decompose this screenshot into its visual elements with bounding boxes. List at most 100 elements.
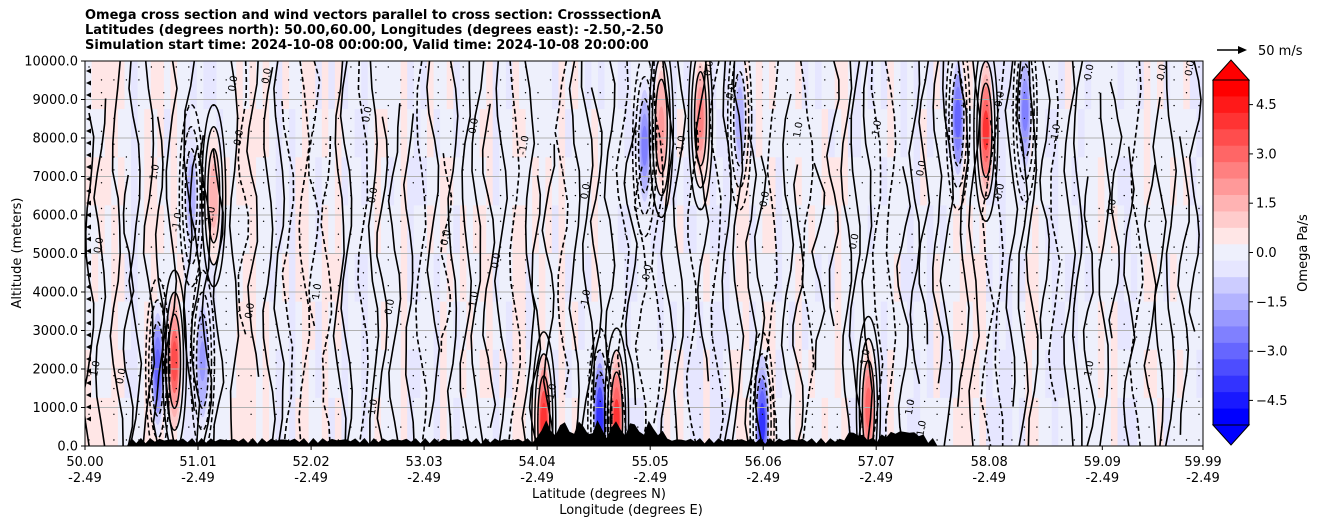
wind-vector: [923, 285, 926, 287]
omega-cell: [519, 61, 527, 111]
omega-cell: [98, 253, 106, 303]
wind-vector: [163, 104, 165, 107]
wind-vector: [275, 104, 277, 107]
omega-cell: [690, 61, 698, 111]
wind-vector: [649, 182, 651, 184]
omega-cell: [755, 253, 764, 303]
x-axis-label-latitude: Latitude (degrees N): [532, 487, 666, 502]
wind-vector: [225, 207, 227, 210]
omega-cell: [420, 205, 428, 255]
wind-vector: [262, 79, 265, 81]
omega-cell: [190, 397, 198, 446]
wind-vector: [375, 272, 377, 274]
contour-line: [1082, 176, 1096, 446]
wind-vector: [711, 220, 714, 222]
wind-vector: [923, 104, 926, 107]
omega-cell: [387, 109, 395, 159]
wind-vector: [923, 400, 926, 403]
omega-cell: [676, 397, 685, 446]
omega-cell: [479, 61, 487, 111]
wind-vector: [774, 375, 776, 377]
wind-vector: [1148, 66, 1150, 68]
x-tick-label-longitude: -2.49: [1186, 471, 1220, 486]
omega-cell: [91, 157, 99, 207]
wind-vector: [1086, 169, 1088, 171]
wind-vector: [425, 336, 427, 338]
omega-cell: [466, 157, 474, 207]
wind-vector: [1185, 439, 1188, 441]
omega-cell: [1091, 253, 1099, 303]
omega-cell: [433, 301, 441, 351]
wind-vector: [874, 104, 876, 107]
omega-cell: [828, 397, 836, 446]
wind-vector: [549, 285, 552, 287]
omega-cell: [1163, 349, 1171, 399]
omega-cell: [479, 205, 487, 255]
wind-vector: [238, 375, 240, 377]
wind-vector: [1123, 439, 1125, 441]
omega-cell: [400, 397, 409, 446]
wind-vector: [562, 246, 564, 248]
wind-vector: [1073, 156, 1076, 158]
wind-vector: [200, 285, 202, 287]
omega-cell: [367, 109, 376, 159]
wind-vector: [1086, 104, 1088, 107]
colorbar-tick-label: −1.5: [1256, 295, 1288, 310]
omega-cell: [1071, 349, 1079, 399]
wind-vector: [562, 194, 564, 197]
wind-vector: [400, 272, 402, 274]
wind-vector: [262, 297, 265, 300]
omega-cell: [598, 301, 606, 351]
wind-vector-arrow: [86, 284, 91, 290]
wind-vector: [662, 323, 664, 325]
wind-vector: [425, 156, 427, 158]
wind-vector: [998, 297, 1001, 300]
x-tick-label-longitude: -2.49: [407, 471, 441, 486]
wind-vector: [462, 169, 464, 171]
omega-cell: [663, 253, 672, 303]
omega-cell: [519, 253, 527, 303]
wind-vector: [537, 169, 539, 171]
wind-vector: [1185, 246, 1188, 248]
omega-cell: [361, 253, 369, 303]
omega-cell: [407, 157, 415, 207]
omega-cell: [775, 253, 783, 303]
wind-vector: [662, 130, 664, 132]
wind-vector: [786, 297, 789, 300]
omega-cell: [170, 253, 178, 303]
wind-vector: [200, 156, 202, 158]
wind-vector: [1173, 323, 1175, 325]
wind-vector: [512, 156, 514, 158]
omega-cell: [887, 253, 895, 303]
contour-loop: [755, 375, 769, 446]
contour-loop: [147, 299, 168, 439]
omega-cell: [565, 61, 573, 111]
wind-vector: [88, 66, 90, 68]
omega-cell: [117, 253, 126, 303]
omega-cell: [696, 205, 704, 255]
wind-vector: [524, 297, 527, 300]
wind-vector: [113, 130, 115, 132]
wind-vector: [1111, 143, 1113, 145]
colorbar-tick-label: 1.5: [1256, 197, 1277, 212]
wind-vector: [474, 285, 477, 287]
wind-vector: [973, 387, 976, 390]
omega-cell: [1038, 349, 1046, 399]
wind-vector: [450, 117, 452, 120]
wind-vector: [749, 387, 751, 390]
omega-cell: [795, 349, 803, 399]
omega-cell: [341, 61, 349, 111]
wind-vector: [923, 194, 926, 197]
wind-vector: [300, 104, 302, 107]
wind-vector: [1148, 207, 1150, 210]
wind-vector: [450, 297, 452, 300]
wind-vector: [549, 220, 552, 222]
omega-cell: [137, 253, 145, 303]
contour-label: -1.0: [915, 420, 929, 441]
wind-vector: [512, 207, 514, 210]
omega-cell: [1058, 349, 1066, 399]
wind-vector: [375, 336, 377, 338]
wind-vector: [325, 207, 327, 210]
wind-vector: [624, 259, 626, 261]
contour-loop: [1012, 61, 1038, 203]
